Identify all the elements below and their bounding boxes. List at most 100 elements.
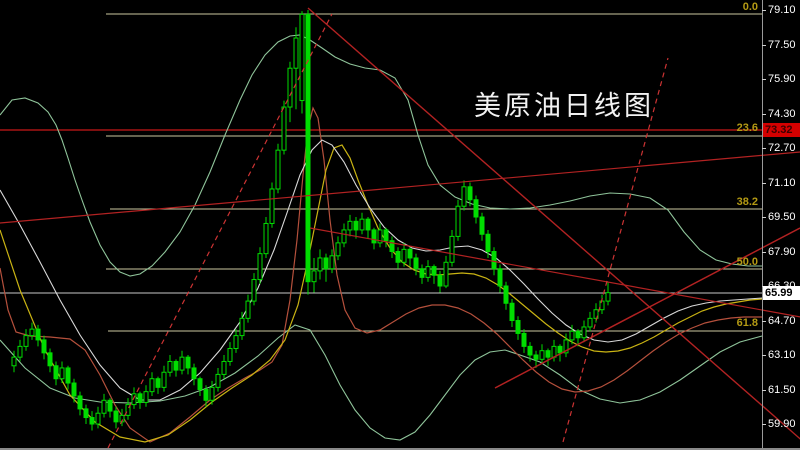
y-axis-label: 61.50 <box>768 383 796 396</box>
fib-label-38.2: 38.2 <box>736 196 758 208</box>
window-bottom-border <box>0 448 800 450</box>
candle-body <box>143 391 149 403</box>
candle-body <box>293 37 299 69</box>
candle-body <box>53 365 59 380</box>
y-axis-label: 67.90 <box>768 245 796 258</box>
candle-body <box>89 417 95 425</box>
y-axis-tick <box>762 44 766 46</box>
candle-body <box>431 266 437 276</box>
candle-body <box>245 300 251 319</box>
y-axis-label: 69.50 <box>768 211 796 223</box>
candle-body <box>311 270 317 283</box>
candle-body <box>47 352 53 367</box>
candle-body <box>77 395 83 410</box>
trendline <box>309 227 800 318</box>
candle-body <box>305 13 311 283</box>
candle-body <box>509 302 515 321</box>
y-axis-tick <box>762 355 766 356</box>
y-axis-label: 59.90 <box>768 418 796 430</box>
candle-body <box>11 356 17 367</box>
y-axis-label: 79.10 <box>768 4 796 16</box>
candle-body <box>545 350 551 358</box>
candle-body <box>449 235 455 263</box>
candle-body <box>71 382 77 397</box>
dashed-trendline <box>562 57 669 443</box>
candle-body <box>41 339 47 354</box>
candle-body <box>557 345 563 354</box>
y-axis-label: 64.70 <box>768 314 796 327</box>
candle-body <box>35 328 41 341</box>
candle-body <box>443 261 449 287</box>
candle-body <box>383 229 389 242</box>
candle-body <box>29 328 35 337</box>
candle-body <box>497 268 503 287</box>
candle-body <box>167 360 173 373</box>
candle-body <box>389 240 395 252</box>
candle-body <box>203 389 209 401</box>
candle-body <box>533 354 539 360</box>
candle-body <box>83 408 89 419</box>
candle-body <box>347 220 353 231</box>
dashed-trendline <box>107 13 333 449</box>
trendline <box>494 227 800 389</box>
candle-body <box>569 330 575 341</box>
candle-body <box>323 257 329 270</box>
candle-body <box>575 330 581 339</box>
candle-body <box>299 13 305 102</box>
candle-body <box>479 216 485 235</box>
candle-body <box>485 233 491 252</box>
candle-body <box>437 274 443 287</box>
y-axis-tick <box>762 148 766 149</box>
candle-body <box>131 393 137 406</box>
candle-body <box>95 412 101 425</box>
candle-body <box>215 373 221 388</box>
fib-label-61.8: 61.8 <box>736 317 758 329</box>
y-axis-tick <box>762 113 766 115</box>
candle-body <box>605 292 611 302</box>
candle-body <box>365 218 371 231</box>
fib-label-50.0: 50.0 <box>736 256 758 268</box>
candle-body <box>149 378 155 393</box>
candle-body <box>227 348 233 362</box>
candle-body <box>17 345 23 358</box>
price-marker-65.99: 65.99 <box>763 286 800 300</box>
candle-body <box>413 257 419 270</box>
y-axis-tick <box>762 10 766 11</box>
price-marker-73.32: 73.32 <box>763 123 800 137</box>
candle-body <box>173 360 179 371</box>
candle-body <box>287 67 293 108</box>
candle-body <box>515 320 521 334</box>
candle-body <box>455 205 461 237</box>
trendline <box>307 7 800 440</box>
y-axis-label: 74.30 <box>768 107 796 120</box>
candle-body <box>329 255 335 270</box>
candle-body <box>275 149 281 190</box>
candle-body <box>239 317 245 337</box>
candle-body <box>377 229 383 244</box>
y-axis-tick <box>762 424 766 425</box>
candle-body <box>419 268 425 278</box>
candle-body <box>425 266 431 278</box>
candle-body <box>593 309 599 319</box>
candle-body <box>587 317 593 328</box>
ma-red <box>0 106 762 443</box>
candle-body <box>341 229 347 244</box>
candle-body <box>473 199 479 218</box>
candle-body <box>467 186 473 201</box>
y-axis-label: 63.10 <box>768 349 796 361</box>
candle-body <box>101 399 107 414</box>
candle-body <box>395 251 401 263</box>
y-axis-tick <box>762 182 766 184</box>
price-axis-separator <box>762 0 763 450</box>
trendline <box>0 151 800 224</box>
y-axis-tick <box>762 79 766 80</box>
candle-body <box>563 339 569 354</box>
candle-body <box>269 188 275 224</box>
candle-body <box>197 378 203 390</box>
chart-title: 美原油日线图 <box>474 91 654 122</box>
y-axis-label: 77.50 <box>768 38 796 51</box>
candle-body <box>107 399 113 412</box>
candle-body <box>23 335 29 347</box>
